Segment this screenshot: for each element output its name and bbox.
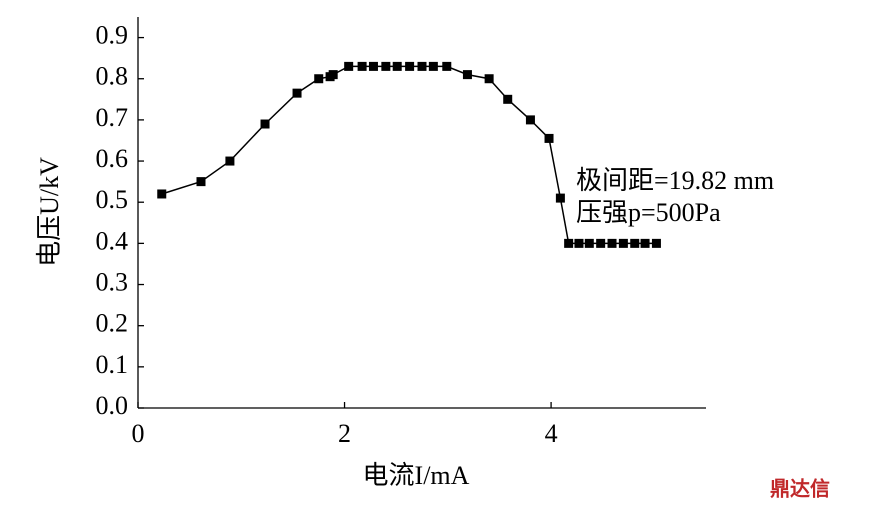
marker [640, 238, 650, 248]
marker [564, 238, 574, 248]
marker [462, 70, 472, 80]
watermark: 鼎达信 [770, 477, 830, 501]
marker [584, 238, 594, 248]
marker [381, 61, 391, 71]
y-tick-label: 0.4 [96, 226, 129, 255]
marker [484, 74, 494, 84]
marker [607, 238, 617, 248]
y-tick-label: 0.5 [96, 185, 129, 214]
y-axis-label: 电压U/kV [35, 157, 64, 267]
marker [392, 61, 402, 71]
marker [630, 238, 640, 248]
annotation: 压强p=500Pa [576, 198, 721, 227]
marker [525, 115, 535, 125]
marker [503, 94, 513, 104]
marker [544, 133, 554, 143]
marker [225, 156, 235, 166]
x-tick-label: 4 [545, 419, 558, 448]
annotation: 极间距=19.82 mm [576, 166, 774, 195]
marker [260, 119, 270, 129]
marker [555, 193, 565, 203]
y-tick-label: 0.6 [96, 144, 129, 173]
y-tick-label: 0.7 [96, 103, 129, 132]
marker [196, 177, 206, 187]
marker [292, 88, 302, 98]
marker [442, 61, 452, 71]
y-tick-label: 0.8 [96, 62, 129, 91]
marker [157, 189, 167, 199]
marker [344, 61, 354, 71]
x-axis-label: 电流I/mA [363, 461, 470, 490]
marker [618, 238, 628, 248]
y-tick-label: 0.0 [96, 391, 129, 420]
marker [357, 61, 367, 71]
marker [651, 238, 661, 248]
marker [368, 61, 378, 71]
y-tick-label: 0.1 [96, 350, 129, 379]
x-tick-label: 0 [132, 419, 145, 448]
y-tick-label: 0.2 [96, 309, 129, 338]
marker [596, 238, 606, 248]
y-tick-label: 0.3 [96, 267, 129, 296]
marker [328, 70, 338, 80]
x-tick-label: 2 [338, 419, 351, 448]
marker [417, 61, 427, 71]
marker [314, 74, 324, 84]
y-tick-label: 0.9 [96, 21, 129, 50]
marker [428, 61, 438, 71]
marker [405, 61, 415, 71]
marker [574, 238, 584, 248]
